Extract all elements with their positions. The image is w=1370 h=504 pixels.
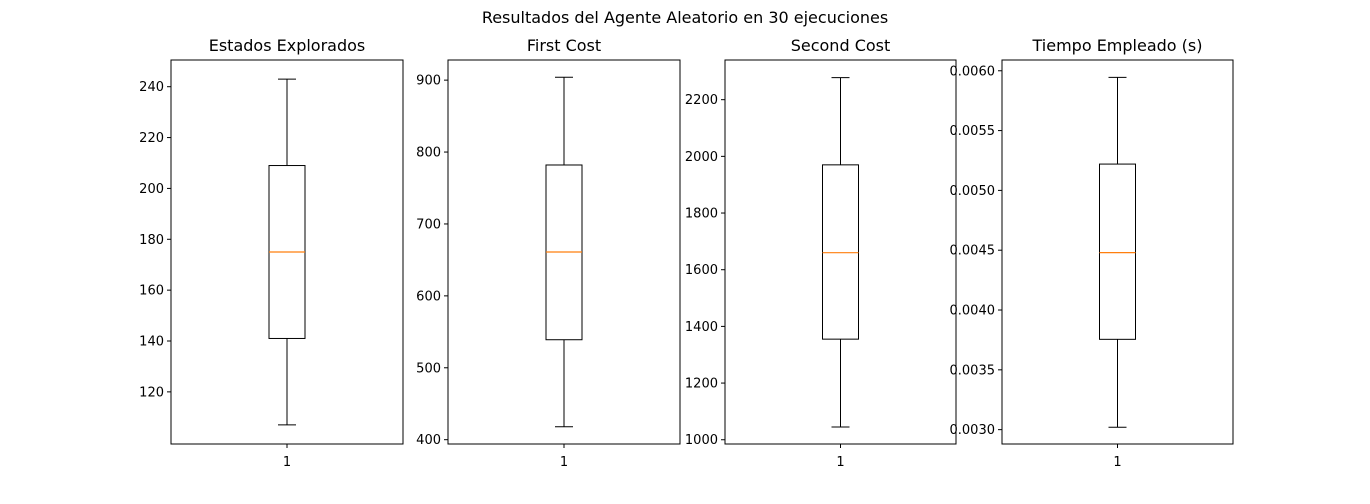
x-tick-label: 1 bbox=[1113, 455, 1121, 470]
y-tick-label: 1800 bbox=[685, 207, 718, 222]
axes-frame bbox=[724, 59, 957, 445]
axes-frame bbox=[170, 59, 404, 445]
subplots: Estados Explorados 120 140 160 180 200 220 240 1… bbox=[139, 36, 1234, 470]
y-tick-label: 0.0055 bbox=[950, 124, 996, 139]
y-tick-label: 2000 bbox=[685, 150, 718, 165]
y-tick-label: 0.0050 bbox=[950, 184, 996, 199]
y-tick-label: 240 bbox=[139, 80, 164, 95]
y-tick-label: 900 bbox=[416, 74, 441, 89]
y-tick-label: 500 bbox=[416, 361, 441, 376]
subplot-title: Second Cost bbox=[791, 36, 891, 55]
y-tick-label: 120 bbox=[139, 385, 164, 400]
x-tick-label: 1 bbox=[283, 455, 291, 470]
y-tick-label: 160 bbox=[139, 284, 164, 299]
box-iqr bbox=[1099, 163, 1136, 340]
y-tick-label: 2200 bbox=[685, 93, 718, 108]
y-tick-label: 400 bbox=[416, 433, 441, 448]
y-tick-label: 1400 bbox=[685, 320, 718, 335]
x-tick-label: 1 bbox=[560, 455, 568, 470]
subplot-title: First Cost bbox=[527, 36, 601, 55]
subplot-3: Second Cost 1000 1200 1400 1600 1800 2000 2200 1 bbox=[685, 36, 957, 470]
y-tick-label: 140 bbox=[139, 335, 164, 350]
subplot-4: Tiempo Empleado (s) 0.0030 0.0035 0.0040 0.0… bbox=[950, 36, 1234, 470]
y-tick-label: 1200 bbox=[685, 377, 718, 392]
subplot-1: Estados Explorados 120 140 160 180 200 220 240 1 bbox=[139, 36, 404, 470]
y-tick-label: 1600 bbox=[685, 263, 718, 278]
y-tick-label: 1000 bbox=[685, 433, 718, 448]
figure-title: Resultados del Agente Aleatorio en 30 ej… bbox=[482, 8, 888, 27]
subplot-title: Estados Explorados bbox=[209, 36, 366, 55]
box-iqr bbox=[822, 164, 859, 340]
x-tick-label: 1 bbox=[836, 455, 844, 470]
y-tick-label: 0.0060 bbox=[950, 64, 996, 79]
y-tick-label: 700 bbox=[416, 217, 441, 232]
y-tick-label: 0.0035 bbox=[950, 363, 996, 378]
y-tick-label: 220 bbox=[139, 131, 164, 146]
y-tick-label: 180 bbox=[139, 233, 164, 248]
axes-frame bbox=[1001, 59, 1234, 445]
y-tick-label: 0.0040 bbox=[950, 304, 996, 319]
y-tick-label: 0.0030 bbox=[950, 423, 996, 438]
y-tick-label: 0.0045 bbox=[950, 244, 996, 259]
y-tick-label: 200 bbox=[139, 182, 164, 197]
axes-frame bbox=[447, 59, 681, 445]
subplot-title: Tiempo Empleado (s) bbox=[1032, 36, 1203, 55]
y-tick-label: 600 bbox=[416, 289, 441, 304]
y-tick-label: 800 bbox=[416, 146, 441, 161]
subplot-2: First Cost 400 500 600 700 800 900 1 bbox=[416, 36, 681, 470]
